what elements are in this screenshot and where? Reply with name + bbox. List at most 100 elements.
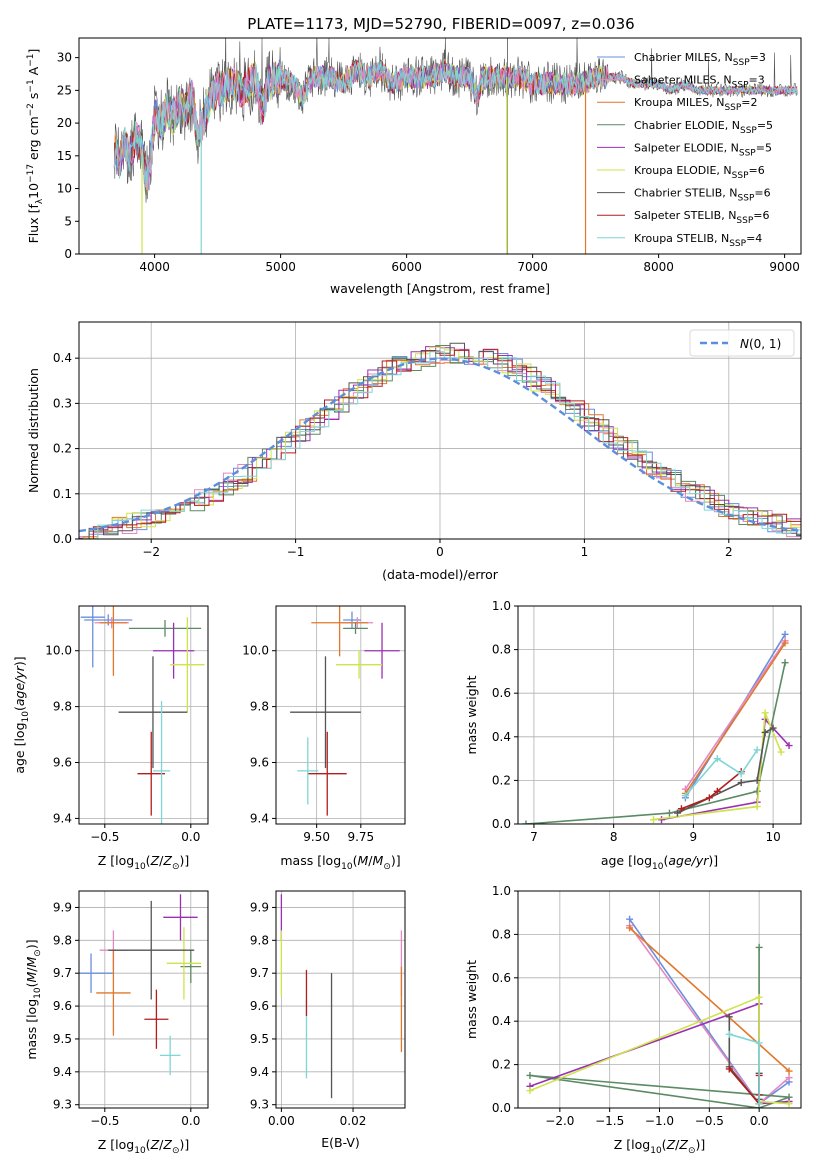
legend-entry: Chabrier ELODIE, NSSP=5 (634, 119, 773, 136)
legend: Chabrier MILES, NSSP=3 Salpeter MILES, NS… (597, 51, 773, 249)
spectrum-chart: 4000 5000 6000 7000 8000 9000 0 5 10 15 20 25 30 wave… (26, 37, 802, 296)
x-tick-label: 9000 (769, 260, 800, 274)
y-tick-label: 0.4 (492, 1014, 511, 1028)
errorbar-area (280, 894, 403, 1099)
legend-entry: Kroupa ELODIE, NSSP=6 (634, 164, 765, 181)
y-tick-label: 9.8 (250, 700, 269, 714)
y-tick-label: 15 (57, 149, 72, 163)
y-tick-label: 9.4 (250, 1065, 269, 1079)
weight-point-marker (785, 742, 793, 750)
weight-vs-Z-chart: −2.0 −1.5 −1.0 −0.5 0.0 0.0 0.2 0.4 0.6 0.8 1.0 Z [… (464, 884, 802, 1156)
y-tick-label: 0.2 (492, 773, 511, 787)
y-tick-label: 9.9 (53, 900, 72, 914)
y-tick-label: 0.4 (492, 730, 511, 744)
axes-frame (517, 605, 802, 825)
weight-point-marker (755, 943, 763, 951)
x-tick-label: −0.5 (695, 1114, 724, 1128)
errorbar-area (290, 606, 400, 816)
x-tick-label: 7000 (517, 260, 548, 274)
y-axis-label: mass [log10(M/M⊙)] (24, 939, 43, 1059)
y-axis-label: age [log10(age/yr)] (12, 656, 31, 773)
y-tick-label: 0.8 (492, 643, 511, 657)
y-tick-label: 9.6 (53, 756, 72, 770)
y-tick-label: 9.8 (53, 933, 72, 947)
weight-point-marker (713, 755, 721, 763)
x-axis-label: mass [log10(M/M⊙)] (280, 853, 400, 872)
x-tick-label: −1 (287, 545, 305, 559)
weight-point-marker (713, 787, 721, 795)
y-tick-label: 9.5 (250, 1032, 269, 1046)
y-tick-label: 9.9 (250, 900, 269, 914)
x-tick-label: −2.0 (545, 1114, 574, 1128)
y-tick-label: 9.7 (250, 966, 269, 980)
legend-entry: Chabrier STELIB, NSSP=6 (634, 187, 771, 204)
y-tick-label: 10.0 (242, 644, 269, 658)
y-tick-label: 0.8 (492, 927, 511, 941)
weight-point-marker (677, 805, 685, 813)
x-tick-label: 0.0 (181, 830, 200, 844)
y-tick-label: 0.1 (53, 487, 72, 501)
x-axis-label: Z [log10(Z/Z⊙)] (614, 1137, 706, 1156)
y-tick-label: 0.0 (53, 532, 72, 546)
y-tick-label: 9.4 (250, 811, 269, 825)
x-axis-label: (data-model)/error (382, 567, 499, 582)
y-tick-label: 9.4 (53, 811, 72, 825)
y-tick-label: 9.7 (53, 966, 72, 980)
weight-point-marker (761, 709, 769, 717)
weight-point-marker (785, 1074, 793, 1082)
x-tick-label: −0.5 (90, 1114, 119, 1128)
weight-point-marker (705, 794, 713, 802)
weight-point-marker (755, 993, 763, 1001)
x-tick-label: 8 (610, 830, 618, 844)
legend-entry: N(0, 1) (740, 337, 781, 351)
x-tick-label: 7 (530, 830, 538, 844)
legend-entry: Salpeter MILES, NSSP=3 (634, 74, 765, 91)
weight-point-marker (755, 1100, 763, 1108)
weight-point-marker (781, 659, 789, 667)
y-tick-label: 9.6 (250, 756, 269, 770)
y-tick-label: 9.8 (250, 933, 269, 947)
y-tick-label: 1.0 (492, 884, 511, 898)
y-tick-label: 0 (64, 247, 72, 261)
x-tick-label: −0.5 (90, 830, 119, 844)
x-tick-label: −1.0 (645, 1114, 674, 1128)
spectrum-series-line (113, 61, 798, 186)
histogram-series (79, 342, 801, 539)
x-axis-label: wavelength [Angstrom, rest frame] (330, 281, 550, 296)
weight-point-marker (737, 770, 745, 778)
mass-vs-Z-chart: −0.5 0.0 9.3 9.4 9.5 9.6 9.7 9.8 9.9 Z [log10(Z/Z… (24, 890, 209, 1156)
weight-point-marker (781, 639, 789, 647)
line-area (522, 630, 793, 824)
weight-point-marker (753, 787, 761, 795)
weight-point-marker (753, 776, 761, 784)
x-tick-label: 0 (436, 545, 444, 559)
y-axis-label: mass weight (464, 960, 479, 1039)
x-tick-label: 10 (765, 830, 780, 844)
x-tick-label: 0.0 (750, 1114, 769, 1128)
weight-point-marker (753, 803, 761, 811)
weight-point-marker (522, 820, 530, 824)
weight-series-line (684, 749, 758, 797)
weight-point-marker (650, 816, 658, 824)
weight-point-marker (781, 630, 789, 638)
x-tick-label: 2 (725, 545, 733, 559)
y-axis-label: Flux [fλ10−17 erg cm−2 s−1 A−1] (26, 49, 45, 244)
weight-point-marker (755, 1039, 763, 1047)
age-vs-mass-chart: 9.50 9.75 9.4 9.6 9.8 10.0 mass [log10(M/M⊙)] (242, 605, 406, 872)
y-tick-label: 9.5 (53, 1032, 72, 1046)
x-tick-label: 0.0 (181, 1114, 200, 1128)
figure-title: PLATE=1173, MJD=52790, FIBERID=0097, z=0… (247, 15, 634, 33)
x-tick-label: 9.75 (347, 830, 374, 844)
legend-entry: Salpeter ELODIE, NSSP=5 (634, 141, 772, 158)
y-axis-label: mass weight (464, 675, 479, 754)
axes-frame (78, 37, 802, 255)
y-tick-label: 9.6 (250, 999, 269, 1013)
weight-point-marker (673, 809, 681, 817)
y-axis-label: Normed distribution (26, 368, 41, 493)
axes-frame (275, 605, 406, 825)
x-axis-label: Z [log10(Z/Z⊙)] (98, 1137, 190, 1156)
x-tick-label: 8000 (643, 260, 674, 274)
weight-series-line (629, 927, 790, 1072)
legend-entry: Salpeter STELIB, NSSP=6 (634, 209, 770, 226)
normal-curve (79, 357, 801, 533)
